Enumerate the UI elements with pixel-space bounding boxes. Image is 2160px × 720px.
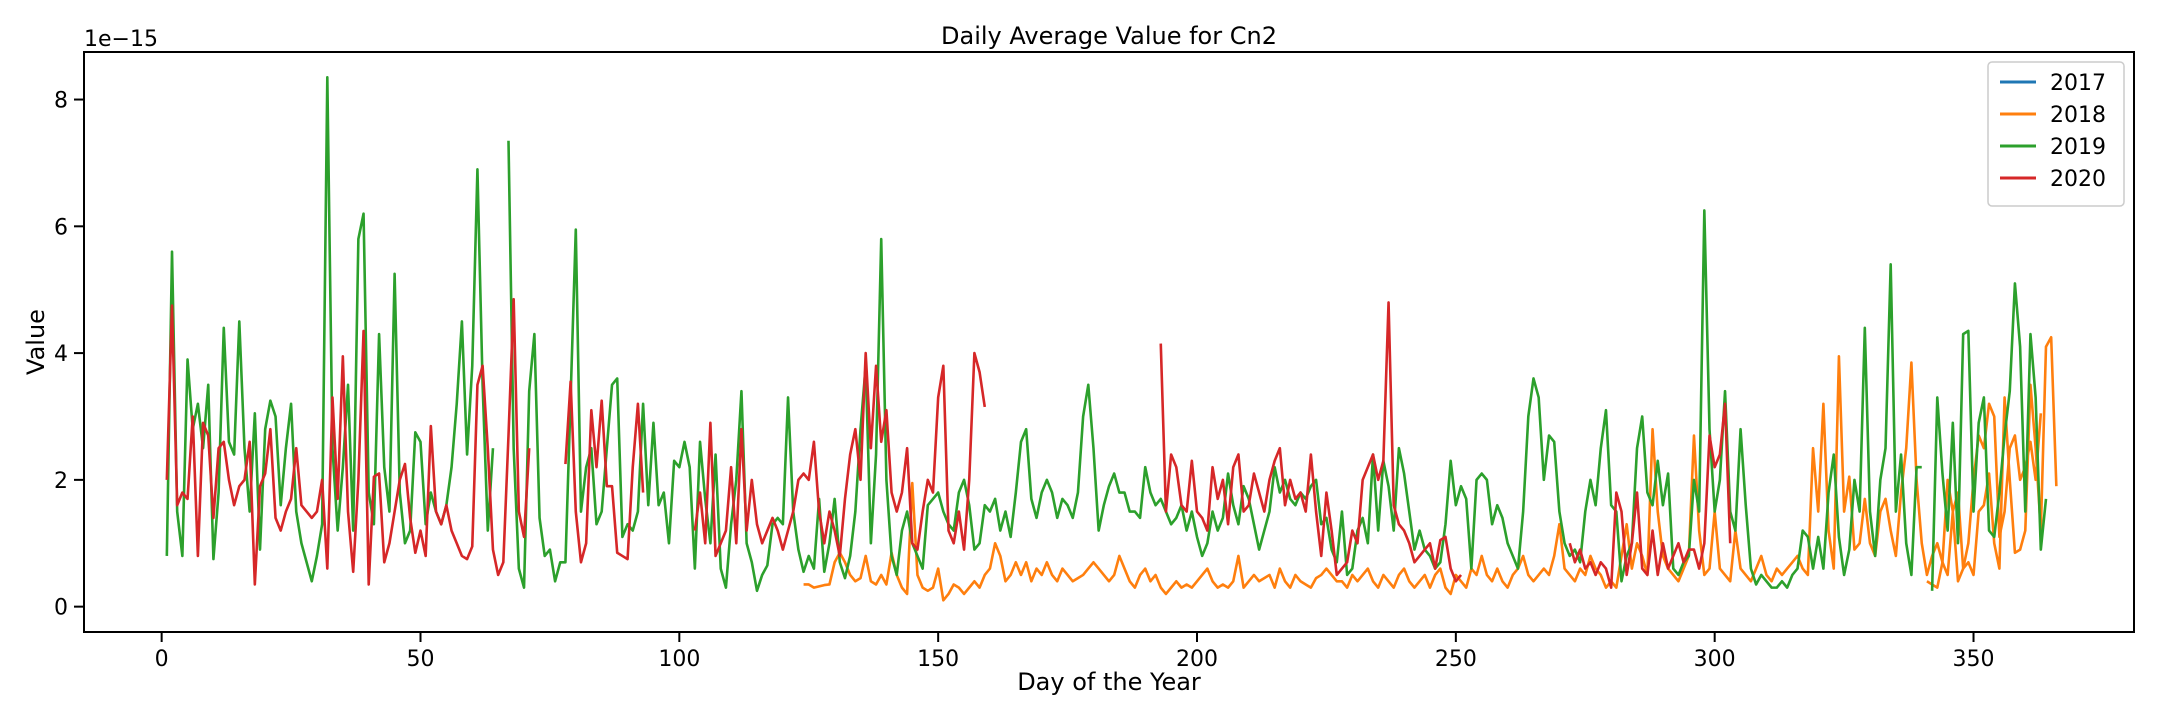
series-line-2020 (564, 380, 645, 564)
x-tick-label: 300 (1694, 647, 1736, 672)
series-line-2020 (693, 351, 987, 558)
series-2018 (803, 335, 2058, 602)
y-tick-label: 4 (54, 342, 68, 367)
y-axis-label: Value (22, 309, 50, 375)
x-tick-label: 50 (406, 647, 434, 672)
x-tick-label: 150 (917, 647, 959, 672)
legend-box (1987, 61, 2125, 207)
y-tick-label: 0 (54, 596, 68, 621)
series-2020 (165, 297, 1732, 589)
series-line-2020 (1159, 301, 1463, 583)
y-tick-label: 6 (54, 215, 68, 240)
legend-entry-2019: 2019 (2050, 135, 2106, 160)
legend-entry-2017: 2017 (2050, 71, 2106, 96)
y-tick-label: 8 (54, 89, 68, 114)
x-tick-label: 100 (658, 647, 700, 672)
y-tick-label: 2 (54, 469, 68, 494)
series-line-2018 (1926, 335, 2058, 589)
series-line-2018 (803, 354, 2043, 602)
chart-title: Daily Average Value for Cn2 (941, 22, 1277, 50)
series-layer (165, 76, 2058, 602)
x-tick-label: 350 (1953, 647, 1995, 672)
series-line-2019 (1930, 282, 2048, 591)
series-line-2020 (1568, 402, 1732, 589)
y-axis-offset-label: 1e−15 (84, 27, 158, 52)
legend-entry-2018: 2018 (2050, 103, 2106, 128)
x-axis-label: Day of the Year (1017, 668, 1201, 696)
ticks-layer: 0 50 100 150 200 250 300 350 0 2 4 6 8 (54, 89, 1995, 672)
plot-area-frame (83, 51, 2135, 633)
legend: 2017 2018 2019 2020 (1987, 61, 2125, 207)
x-tick-label: 0 (155, 647, 169, 672)
series-line-2020 (165, 297, 531, 586)
x-tick-label: 200 (1176, 647, 1218, 672)
x-tick-label: 250 (1435, 647, 1477, 672)
legend-entry-2020: 2020 (2050, 167, 2106, 192)
